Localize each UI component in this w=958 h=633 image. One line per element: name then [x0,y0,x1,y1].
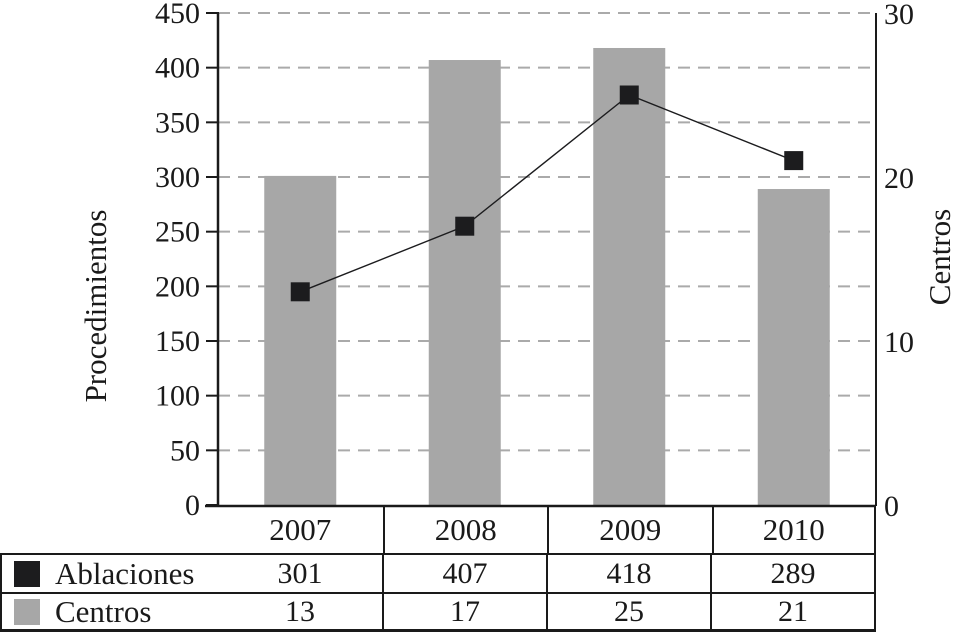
left-axis-tick-label: 0 [185,489,200,522]
year-header-row: 2007 2008 2009 2010 [0,507,876,553]
table-row-centros: Centros 13 17 25 21 [2,594,874,630]
right-axis-tick-label: 10 [884,326,914,359]
right-axis-tick-label: 30 [884,0,914,31]
left-axis-tick-label: 100 [155,380,200,413]
centros-value-2008: 17 [382,594,546,630]
right-axis-tick-label: 0 [884,490,899,523]
data-table: 2007 2008 2009 2010 Ablaciones 301 407 4… [0,507,876,632]
ablaciones-label: Ablaciones [55,555,195,591]
legend-item-ablaciones: Ablaciones [2,555,218,592]
left-axis-tick-label: 450 [155,0,200,30]
year-header-spacer [0,507,218,553]
centros-label: Centros [55,594,152,629]
year-label-2008: 2008 [382,507,548,553]
bar-2007 [264,175,337,505]
year-label-2009: 2009 [547,507,712,553]
centros-line [299,94,795,293]
centros-swatch-icon [14,599,40,625]
bar-2008 [428,60,501,505]
centros-marker-2010 [784,151,804,171]
centros-value-2007: 13 [285,595,315,628]
table-row-ablaciones: Ablaciones 301 407 418 289 [2,555,874,594]
centros-marker-2009 [619,85,639,105]
ablaciones-swatch-icon [14,560,40,587]
bar-2010 [757,189,830,505]
left-axis-tick-label: 200 [155,270,200,303]
bar-2009 [593,47,666,506]
left-axis-tick-label: 50 [170,434,200,467]
right-axis-title: Centros [922,208,957,306]
legend-table-box: Ablaciones 301 407 418 289 Centros 13 17… [0,553,876,632]
ablaciones-value-2007: 301 [277,556,323,590]
left-axis-tick-label: 350 [155,106,200,139]
ablaciones-value-2008: 407 [382,555,546,592]
left-axis-title: Procedimientos [78,209,113,403]
left-axis-tick-label: 400 [155,52,200,85]
right-axis-tick-label: 20 [884,162,914,195]
left-axis-tick-label: 250 [155,216,200,249]
year-label-2010: 2010 [711,507,876,553]
centros-marker-2007 [290,282,310,302]
left-axis-tick-label: 300 [155,161,200,194]
legend-item-centros: Centros [2,594,218,630]
left-axis-tick-label: 150 [155,325,200,358]
centros-value-2010: 21 [710,594,874,630]
year-label-2007: 2007 [269,512,332,547]
ablaciones-value-2010: 289 [710,555,874,592]
ablaciones-value-2009: 418 [546,555,710,592]
centros-marker-2008 [455,216,475,236]
centros-value-2009: 25 [546,594,710,630]
